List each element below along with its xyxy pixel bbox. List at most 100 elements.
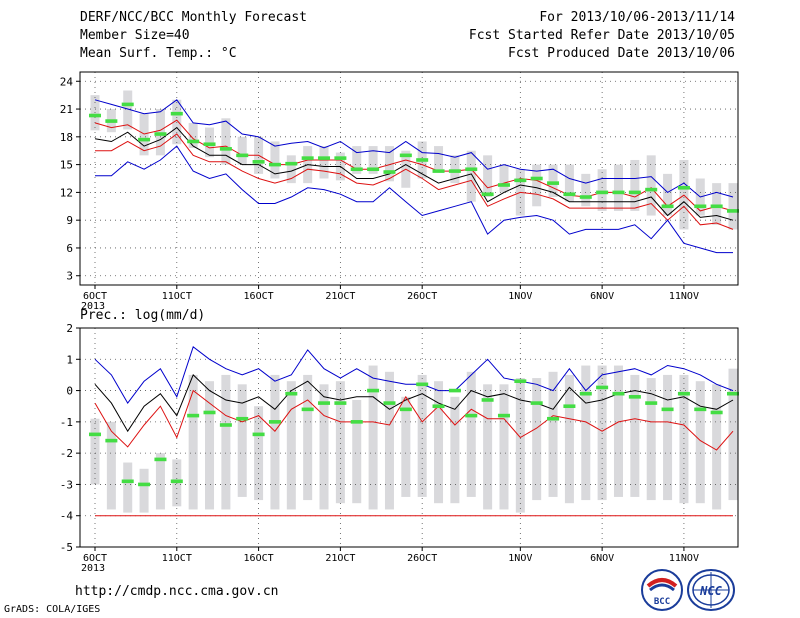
temp-median-30 [563, 192, 576, 197]
precip-median-27 [514, 379, 527, 383]
temp-median-20 [399, 153, 412, 158]
temp-median-16 [334, 156, 347, 160]
temp-xtick-label-37: 11NOV [669, 291, 699, 302]
precip-median-2 [105, 438, 118, 443]
temp-xtick-label-11: 16OCT [244, 291, 274, 302]
figure-title: DERF/NCC/BCC Monthly Forecast [80, 10, 307, 25]
precip-median-12 [268, 420, 281, 424]
temp-median-24 [465, 167, 478, 172]
precip-xtick-label-37: 11NOV [669, 553, 699, 564]
precip-median-1 [89, 432, 101, 437]
precip-median-14 [301, 407, 314, 412]
precip-box-7 [188, 374, 198, 510]
variable-label: Mean Surf. Temp.: °C [80, 46, 237, 61]
temp-median-22 [432, 169, 445, 173]
precip-median-6 [170, 479, 183, 484]
temp-median-13 [285, 161, 298, 166]
temp-median-35 [645, 187, 658, 192]
temp-median-31 [579, 195, 592, 199]
temp-box-33 [613, 164, 623, 211]
temp-median-34 [628, 190, 641, 195]
temp-box-29 [548, 164, 558, 198]
precip-xtick-label-6: 11OCT [162, 553, 192, 564]
precip-box-36 [663, 374, 673, 501]
temp-median-21 [416, 158, 429, 162]
ncc-logo: NCC [687, 569, 735, 611]
precip-box-34 [630, 374, 640, 497]
temp-median-2 [105, 119, 118, 123]
temp-box-24 [466, 150, 476, 202]
precip-box-38 [695, 381, 705, 504]
temp-median-38 [694, 204, 707, 209]
ncc-logo-text: NCC [699, 584, 722, 598]
temp-box-22 [434, 146, 444, 170]
temp-series-line-1 [94, 99, 734, 198]
precip-median-7 [187, 413, 200, 418]
precip-box-23 [450, 396, 460, 504]
precip-plot-frame [79, 327, 739, 548]
precip-box-27 [515, 378, 525, 513]
temp-box-9 [221, 118, 231, 165]
grads-credit: GrADS: COLA/IGES [4, 604, 101, 615]
precip-median-31 [579, 391, 592, 396]
temp-xtick-label-27: 1NOV [508, 291, 532, 302]
precip-box-2 [106, 421, 116, 510]
precip-box-1 [90, 418, 100, 485]
precip-xtick-sublabel-1: 2013 [81, 563, 105, 574]
precip-xtick-label-27: 1NOV [508, 553, 532, 564]
temp-xtick-label-6: 11OCT [162, 291, 192, 302]
precip-median-9 [219, 423, 232, 427]
bcc-logo: BCC [641, 569, 683, 611]
source-url: http://cmdp.ncc.cma.gov.cn [75, 584, 279, 599]
temp-box-7 [188, 122, 198, 148]
temp-xtick-sublabel-1: 2013 [81, 301, 105, 312]
precip-median-22 [432, 404, 445, 409]
precip-box-31 [581, 365, 591, 501]
temp-box-40 [728, 183, 738, 230]
temp-median-15 [318, 156, 331, 160]
precip-xtick-label-11: 16OCT [244, 553, 274, 564]
precip-box-25 [483, 384, 493, 510]
precip-median-40 [727, 391, 739, 396]
precip-box-20 [401, 396, 411, 497]
temp-median-27 [514, 178, 527, 183]
temp-xtick-label-32: 6NOV [590, 291, 614, 302]
temp-median-28 [530, 176, 543, 181]
precip-median-19 [383, 401, 396, 405]
precip-series-line-1 [94, 345, 734, 405]
precip-median-21 [416, 382, 429, 387]
precip-box-37 [679, 374, 689, 504]
precip-median-15 [318, 401, 331, 405]
temp-median-19 [383, 170, 396, 174]
precip-xtick-label-16: 21OCT [325, 553, 355, 564]
precip-median-5 [154, 457, 167, 462]
precip-median-17 [350, 420, 363, 424]
precip-median-3 [121, 479, 134, 484]
temp-median-33 [612, 190, 625, 195]
precip-box-39 [712, 384, 722, 510]
precip-box-22 [434, 381, 444, 504]
precip-median-29 [547, 416, 560, 421]
temp-median-32 [596, 190, 609, 195]
temp-box-10 [237, 136, 247, 165]
temp-box-34 [630, 159, 640, 211]
temp-box-15 [319, 146, 329, 179]
temp-series-line-2 [94, 119, 734, 212]
temp-box-32 [597, 169, 607, 211]
temp-median-14 [301, 156, 314, 160]
temp-median-10 [236, 153, 249, 158]
precip-median-10 [236, 416, 249, 421]
precip-ytick-label--3: -3 [60, 478, 73, 491]
temp-median-4 [138, 137, 151, 142]
precip-median-18 [367, 388, 380, 393]
temp-box-8 [205, 127, 215, 158]
precip-ytick-label-2: 2 [66, 322, 73, 335]
precip-series-line-2 [94, 374, 734, 433]
temp-median-5 [154, 132, 167, 136]
precip-box-12 [270, 374, 280, 510]
precip-median-20 [399, 407, 412, 412]
temp-plot-frame [79, 71, 739, 286]
fcst-produced-label: Fcst Produced Date 2013/10/06 [508, 46, 735, 61]
temp-median-18 [367, 167, 380, 172]
